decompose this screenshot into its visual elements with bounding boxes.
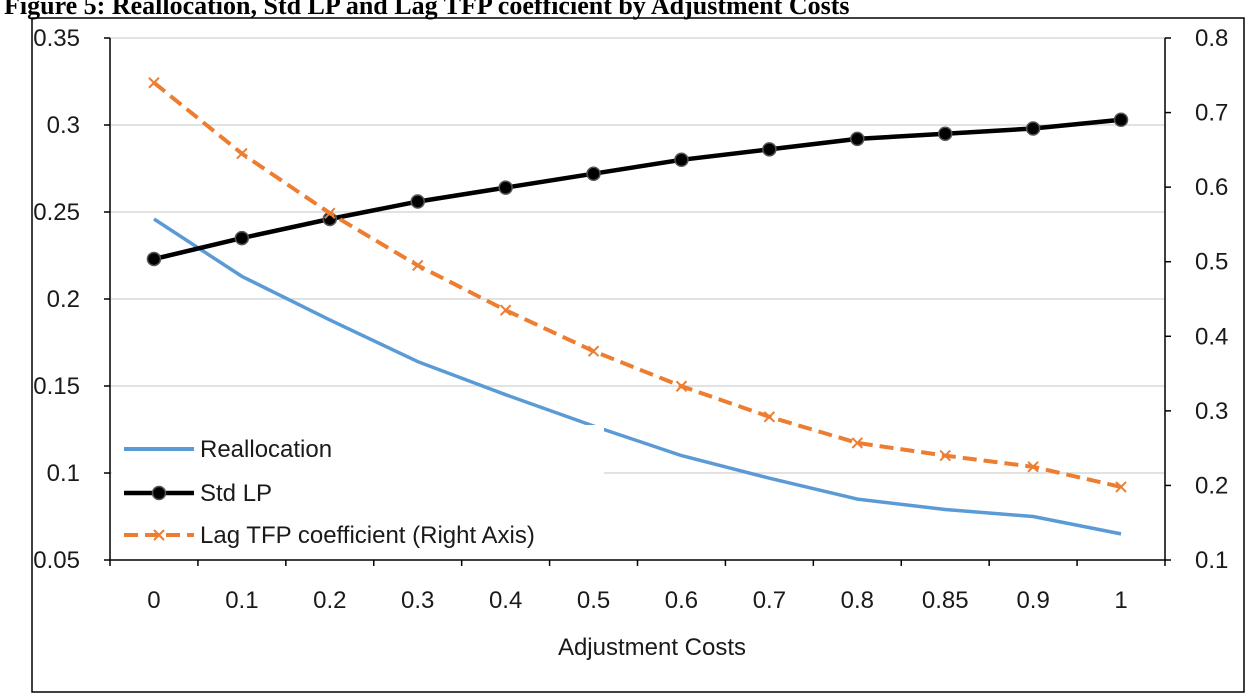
y-left-tick-label: 0.3	[47, 112, 80, 139]
y-right-tick-label: 0.8	[1195, 25, 1228, 52]
x-tick-label: 0.85	[922, 587, 969, 614]
y-left-tick-label: 0.15	[33, 373, 80, 400]
x-tick-label: 0	[147, 587, 160, 614]
lag-tfp-point	[763, 411, 776, 423]
y-left-tick-label: 0.25	[33, 199, 80, 226]
x-axis-title: Adjustment Costs	[558, 634, 746, 661]
legend: Reallocation Std LP Lag TFP coefficient (R…	[112, 425, 604, 557]
std-lp-point	[1025, 121, 1041, 136]
y-right-tick-label: 0.3	[1195, 398, 1228, 425]
std-lp-point	[1113, 112, 1129, 128]
lag-tfp-point	[412, 259, 424, 272]
std-lp-point	[762, 142, 777, 157]
lag-tfp-point	[851, 437, 863, 449]
series-group	[146, 77, 1129, 536]
lag-tfp-point	[675, 380, 688, 392]
x-tick-label: 1	[1114, 587, 1127, 614]
lag-tfp-point	[1027, 461, 1039, 473]
lag-tfp-point	[939, 449, 951, 462]
x-tick-label: 0.6	[665, 587, 698, 614]
lag-tfp-point	[1115, 481, 1127, 493]
gridlines	[110, 37, 1165, 474]
y-right-tick-label: 0.1	[1195, 547, 1228, 574]
x-tick-label: 0.1	[225, 587, 258, 614]
y-right-tick-label: 0.5	[1195, 249, 1228, 276]
std-lp-point	[937, 126, 953, 141]
std-lp-point	[674, 152, 689, 168]
y-right-tick-label: 0.2	[1195, 472, 1228, 499]
figure-caption: Figure 5: Reallocation, Std LP and Lag T…	[4, 0, 850, 20]
std-lp-point	[498, 180, 513, 195]
std-lp-point	[850, 131, 865, 147]
x-tick-label: 0.8	[841, 587, 874, 614]
x-tick-label: 0.3	[401, 587, 434, 614]
lag-tfp-point	[148, 77, 160, 89]
legend-label: Reallocation	[200, 436, 332, 463]
legend-label: Lag TFP coefficient (Right Axis)	[200, 522, 535, 549]
y-left-tick-label: 0.05	[33, 547, 80, 574]
y-right-tick-label: 0.6	[1195, 174, 1228, 201]
std-lp-point	[586, 166, 601, 181]
axes: 0.05 0.1 0.15 0.2 0.25 0.3 0.35 0.1 0.2 0.3 0.4 0.5…	[33, 25, 1228, 614]
y-left-tick-label: 0.35	[33, 25, 80, 52]
lag-tfp-point	[587, 345, 600, 357]
series-line-2	[152, 81, 1122, 489]
lag-tfp-point	[499, 304, 512, 316]
x-tick-label: 0.9	[1016, 587, 1049, 614]
std-lp-point	[410, 194, 425, 209]
x-tick-label: 0.4	[489, 587, 522, 614]
y-left-tick-label: 0.2	[47, 286, 80, 313]
legend-swatch-marker	[151, 485, 167, 501]
plot-border	[31, 17, 1245, 693]
series-line-1	[153, 117, 1122, 262]
y-right-tick-label: 0.7	[1195, 100, 1228, 127]
legend-label: Std LP	[200, 480, 272, 507]
series-line-0	[153, 217, 1122, 536]
lag-tfp-point	[236, 147, 248, 160]
x-tick-label: 0.2	[313, 587, 346, 614]
x-tick-label: 0.7	[753, 587, 786, 614]
y-left-tick-label: 0.1	[47, 460, 80, 487]
std-lp-point	[146, 251, 162, 267]
x-tick-label: 0.5	[577, 587, 610, 614]
std-lp-point	[234, 230, 250, 246]
legend-swatch-marker	[153, 529, 165, 541]
y-right-tick-label: 0.4	[1195, 323, 1228, 350]
lag-tfp-point	[324, 207, 336, 219]
